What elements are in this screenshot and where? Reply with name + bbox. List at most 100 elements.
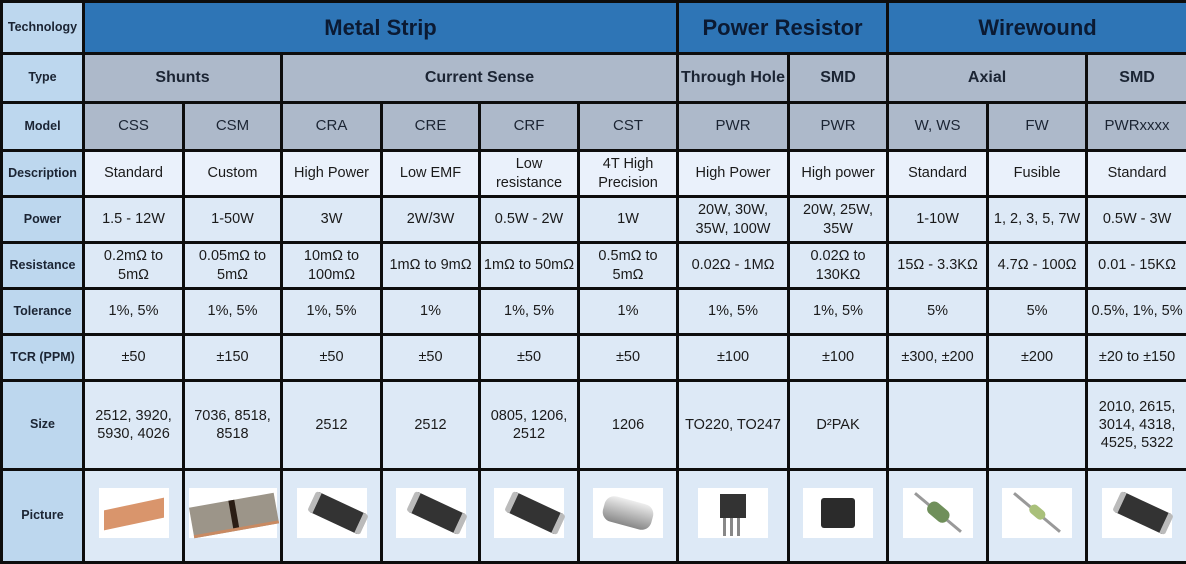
model-cell: W, WS <box>888 103 988 151</box>
power-cell: 1W <box>579 197 678 243</box>
row-label-type: Type <box>2 54 84 103</box>
description-cell: 4T High Precision <box>579 151 678 197</box>
size-cell: 7036, 8518, 8518 <box>184 381 282 470</box>
smd-chip-icon <box>396 488 466 538</box>
smd-chip-icon <box>494 488 564 538</box>
resistance-cell: 0.02Ω to 130KΩ <box>789 243 888 289</box>
tcr-cell: ±300, ±200 <box>888 335 988 381</box>
to-package-icon <box>698 488 768 538</box>
metal-shunt-shape <box>188 493 278 538</box>
copper-shunt-icon <box>99 488 169 538</box>
power-cell: 20W, 25W, 35W <box>789 197 888 243</box>
resistance-cell: 4.7Ω - 100Ω <box>988 243 1087 289</box>
description-cell: Fusible <box>988 151 1087 197</box>
row-label-description: Description <box>2 151 84 197</box>
description-cell: High Power <box>282 151 382 197</box>
tolerance-cell: 1%, 5% <box>184 289 282 335</box>
size-cell: D²PAK <box>789 381 888 470</box>
picture-cell <box>789 470 888 563</box>
tcr-cell: ±100 <box>678 335 789 381</box>
model-cell: CSM <box>184 103 282 151</box>
smd-chip-shape <box>504 491 566 535</box>
resistance-cell: 0.02Ω - 1MΩ <box>678 243 789 289</box>
tolerance-cell: 1% <box>579 289 678 335</box>
type-header: SMD <box>1087 54 1186 103</box>
description-cell: Standard <box>888 151 988 197</box>
description-cell: Custom <box>184 151 282 197</box>
type-header: Shunts <box>84 54 282 103</box>
four-terminal-icon <box>593 488 663 538</box>
power-cell: 20W, 30W, 35W, 100W <box>678 197 789 243</box>
resistance-cell: 0.05mΩ to 5mΩ <box>184 243 282 289</box>
tcr-cell: ±50 <box>84 335 184 381</box>
resistance-cell: 1mΩ to 9mΩ <box>382 243 480 289</box>
type-header: SMD <box>789 54 888 103</box>
smd-chip-shape <box>1112 491 1174 535</box>
tcr-cell: ±50 <box>382 335 480 381</box>
resistance-cell: 10mΩ to 100mΩ <box>282 243 382 289</box>
smd-chip-shape <box>307 491 369 535</box>
axial-resistor-icon <box>903 488 973 538</box>
row-label-power: Power <box>2 197 84 243</box>
picture-cell <box>184 470 282 563</box>
resistance-cell: 0.01 - 15KΩ <box>1087 243 1186 289</box>
tolerance-cell: 1%, 5% <box>282 289 382 335</box>
power-cell: 0.5W - 3W <box>1087 197 1186 243</box>
technology-header: Metal Strip <box>84 2 678 54</box>
picture-cell <box>1087 470 1186 563</box>
model-cell: PWR <box>789 103 888 151</box>
picture-cell <box>888 470 988 563</box>
row-label-resistance: Resistance <box>2 243 84 289</box>
model-cell: CRA <box>282 103 382 151</box>
tolerance-cell: 1%, 5% <box>789 289 888 335</box>
picture-cell <box>84 470 184 563</box>
size-cell: 2512 <box>382 381 480 470</box>
picture-cell <box>988 470 1087 563</box>
description-cell: Low EMF <box>382 151 480 197</box>
power-cell: 1, 2, 3, 5, 7W <box>988 197 1087 243</box>
model-cell: CRF <box>480 103 579 151</box>
row-label-picture: Picture <box>2 470 84 563</box>
row-label-model: Model <box>2 103 84 151</box>
tolerance-cell: 0.5%, 1%, 5% <box>1087 289 1186 335</box>
dpak-icon <box>803 488 873 538</box>
picture-cell <box>282 470 382 563</box>
power-cell: 2W/3W <box>382 197 480 243</box>
power-cell: 0.5W - 2W <box>480 197 579 243</box>
tolerance-cell: 5% <box>988 289 1087 335</box>
four-terminal-shape <box>601 494 656 532</box>
type-header: Current Sense <box>282 54 678 103</box>
size-cell <box>888 381 988 470</box>
resistance-cell: 1mΩ to 50mΩ <box>480 243 579 289</box>
smd-chip-shape <box>406 491 468 535</box>
resistance-cell: 0.2mΩ to 5mΩ <box>84 243 184 289</box>
type-header: Axial <box>888 54 1087 103</box>
row-label-tcr: TCR (PPM) <box>2 335 84 381</box>
fusible-resistor-icon <box>1002 488 1072 538</box>
metal-shunt-icon <box>189 488 277 538</box>
size-cell: 2010, 2615, 3014, 4318, 4525, 5322 <box>1087 381 1186 470</box>
resistance-cell: 15Ω - 3.3KΩ <box>888 243 988 289</box>
smd-chip-icon <box>1102 488 1172 538</box>
smd-chip-icon <box>297 488 367 538</box>
tolerance-cell: 1%, 5% <box>678 289 789 335</box>
tcr-cell: ±50 <box>579 335 678 381</box>
picture-cell <box>480 470 579 563</box>
tcr-cell: ±150 <box>184 335 282 381</box>
copper-shunt-shape <box>104 498 164 531</box>
model-cell: CSS <box>84 103 184 151</box>
size-cell: 1206 <box>579 381 678 470</box>
technology-header: Wirewound <box>888 2 1186 54</box>
power-cell: 3W <box>282 197 382 243</box>
model-cell: FW <box>988 103 1087 151</box>
to-package-shape <box>720 494 746 518</box>
type-header: Through Hole <box>678 54 789 103</box>
model-cell: PWR <box>678 103 789 151</box>
resistance-cell: 0.5mΩ to 5mΩ <box>579 243 678 289</box>
